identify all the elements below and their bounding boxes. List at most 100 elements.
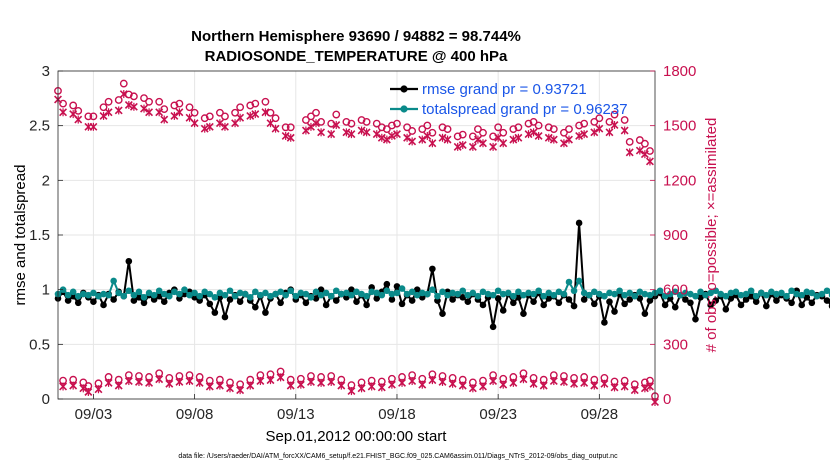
nused-low-marker: [519, 375, 528, 384]
nused-high-marker: [342, 128, 351, 137]
y2-tick-label: 1800: [663, 63, 696, 80]
nused-high-marker: [129, 102, 138, 111]
totalspread-point: [297, 289, 305, 297]
totalspread-point: [338, 290, 345, 298]
nused-high-marker: [549, 135, 558, 144]
totalspread-point: [803, 288, 811, 296]
nposs-high-marker: [428, 128, 437, 137]
totalspread-point: [64, 291, 72, 299]
nused-high-marker: [468, 142, 477, 151]
nposs-high-marker: [175, 99, 184, 108]
y2-tick-label: 1200: [663, 172, 696, 189]
totalspread-point: [479, 288, 487, 296]
totalspread-point: [575, 277, 583, 285]
totalspread-point: [773, 290, 780, 298]
totalspread-point: [555, 288, 563, 296]
totalspread-point: [403, 290, 411, 298]
totalspread-point: [682, 289, 689, 297]
rmse-point: [611, 308, 618, 315]
totalspread-point: [429, 286, 436, 293]
totalspread-point: [241, 290, 249, 298]
rmse-point: [803, 294, 811, 301]
y2-tick-label: 900: [663, 227, 688, 244]
rmse-point: [459, 294, 467, 301]
nposs-high-marker: [499, 128, 508, 137]
totalspread-point: [454, 290, 461, 298]
totalspread-point: [641, 290, 649, 298]
nused-low-marker: [600, 379, 609, 388]
nused-low-marker: [59, 382, 68, 391]
totalspread-point: [530, 290, 537, 298]
rmse-point: [353, 298, 360, 305]
nposs-high-marker: [453, 132, 462, 141]
nposs-high-marker: [423, 121, 432, 130]
totalspread-point: [140, 294, 148, 301]
totalspread-point: [100, 290, 107, 298]
rmse-point: [317, 286, 325, 293]
nused-high-marker: [509, 135, 518, 144]
nused-high-marker: [104, 108, 113, 117]
nposs-high-marker: [160, 105, 169, 113]
nused-low-marker: [640, 384, 649, 393]
nused-low-marker: [570, 379, 579, 388]
nused-high-marker: [620, 126, 629, 135]
nused-low-marker: [256, 377, 265, 386]
rmse-point: [206, 300, 214, 308]
totalspread-point: [818, 290, 826, 298]
totalspread-point: [125, 287, 133, 295]
nposs-high-marker: [312, 108, 320, 117]
totalspread-point: [252, 288, 259, 296]
rmse-point: [601, 319, 608, 326]
nused-low-marker: [84, 387, 93, 396]
nused-low-marker: [155, 375, 164, 384]
nused-low-marker: [408, 377, 417, 386]
totalspread-point: [388, 290, 396, 298]
totalspread-point: [418, 289, 426, 297]
totalspread-point: [79, 290, 87, 298]
totalspread-point: [105, 291, 112, 299]
nused-high-marker: [114, 106, 123, 115]
totalspread-point: [565, 278, 573, 286]
nused-high-marker: [327, 130, 336, 139]
totalspread-point: [783, 292, 790, 300]
totalspread-point: [545, 289, 553, 297]
totalspread-point: [373, 289, 381, 297]
totalspread-point: [120, 292, 128, 300]
rmse-point: [626, 296, 634, 303]
rmse-point: [737, 301, 745, 309]
totalspread-point: [95, 292, 102, 300]
totalspread-point: [697, 288, 704, 296]
totalspread-point: [661, 292, 669, 300]
rmse-point: [687, 299, 694, 307]
nused-low-marker: [104, 378, 113, 387]
nused-high-marker: [357, 126, 366, 135]
totalspread-point: [439, 288, 446, 296]
nposs-high-marker: [200, 114, 209, 123]
rmse-point: [226, 296, 234, 303]
totalspread-point: [823, 287, 830, 295]
rmse-point: [155, 292, 163, 300]
rmse-point: [722, 306, 730, 313]
totalspread-point: [166, 292, 173, 300]
nused-high-marker: [140, 104, 148, 113]
nposs-high-marker: [514, 123, 523, 132]
rmse-point: [621, 300, 628, 308]
nposs-high-marker: [99, 103, 108, 112]
totalspread-point: [515, 288, 522, 296]
totalspread-point: [145, 289, 153, 297]
nposs-high-marker: [266, 108, 275, 117]
totalspread-point: [358, 290, 365, 298]
nused-high-marker: [418, 135, 427, 144]
nused-low-marker: [580, 378, 589, 387]
nused-high-marker: [312, 119, 320, 128]
totalspread-point: [115, 289, 123, 297]
footnote-data-file: data file: /Users/raeder/DAI/ATM_forcXX/…: [178, 453, 618, 460]
nposs-high-marker: [560, 128, 568, 137]
totalspread-point: [246, 294, 254, 301]
nused-high-marker: [605, 128, 614, 137]
nused-high-marker: [595, 124, 604, 133]
nused-high-marker: [160, 115, 169, 124]
totalspread-point: [798, 291, 806, 299]
totalspread-point: [216, 289, 224, 297]
nused-high-marker: [458, 141, 467, 150]
